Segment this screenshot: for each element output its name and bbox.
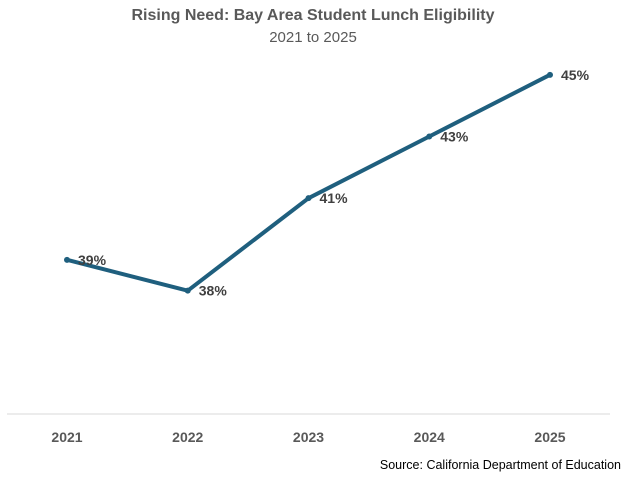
data-point-2023 <box>305 195 312 202</box>
x-tick-label-2023: 2023 <box>293 429 324 445</box>
x-tick-label-2024: 2024 <box>414 429 445 445</box>
data-point-2021 <box>64 256 70 263</box>
data-label-2022: 38% <box>199 283 228 299</box>
chart-title: Rising Need: Bay Area Student Lunch Elig… <box>131 7 495 24</box>
data-label-2025: 45% <box>561 67 590 83</box>
x-tick-label-2022: 2022 <box>172 429 203 445</box>
data-label-2023: 41% <box>320 190 349 206</box>
x-tick-label-2021: 2021 <box>51 429 82 445</box>
x-tick-labels: 2021 2022 2023 2024 2025 <box>51 429 565 445</box>
x-tick-label-2025: 2025 <box>534 429 565 445</box>
data-point-2022 <box>184 287 191 294</box>
data-label-2024: 43% <box>440 129 469 145</box>
data-label-2021: 39% <box>78 252 107 268</box>
series-group: 39% 38% 41% 43% 45% <box>64 67 590 299</box>
source-note: Source: California Department of Educati… <box>379 458 621 472</box>
series-line <box>65 72 552 293</box>
chart-subtitle: 2021 to 2025 <box>269 29 357 46</box>
data-point-2025 <box>547 71 553 78</box>
data-point-2024 <box>426 133 433 140</box>
